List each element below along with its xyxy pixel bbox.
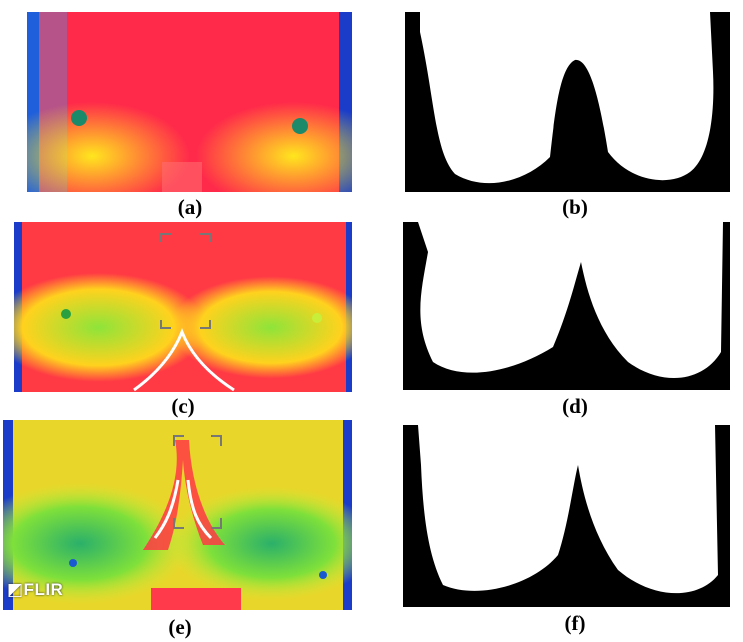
mask-image-f — [403, 425, 730, 607]
caption-b: (b) — [562, 195, 588, 219]
caption-f: (f) — [564, 611, 586, 635]
mask-image-b — [405, 12, 730, 192]
thermal-image-a — [27, 12, 352, 192]
mask-image-d — [403, 222, 730, 390]
thermal-image-c — [14, 222, 352, 392]
thermal-image-e: ◩FLIR — [3, 420, 352, 610]
caption-a: (a) — [177, 195, 203, 219]
caption-c: (c) — [171, 394, 195, 418]
flir-watermark: ◩FLIR — [7, 580, 64, 599]
caption-d: (d) — [562, 394, 588, 418]
caption-e: (e) — [168, 615, 192, 639]
